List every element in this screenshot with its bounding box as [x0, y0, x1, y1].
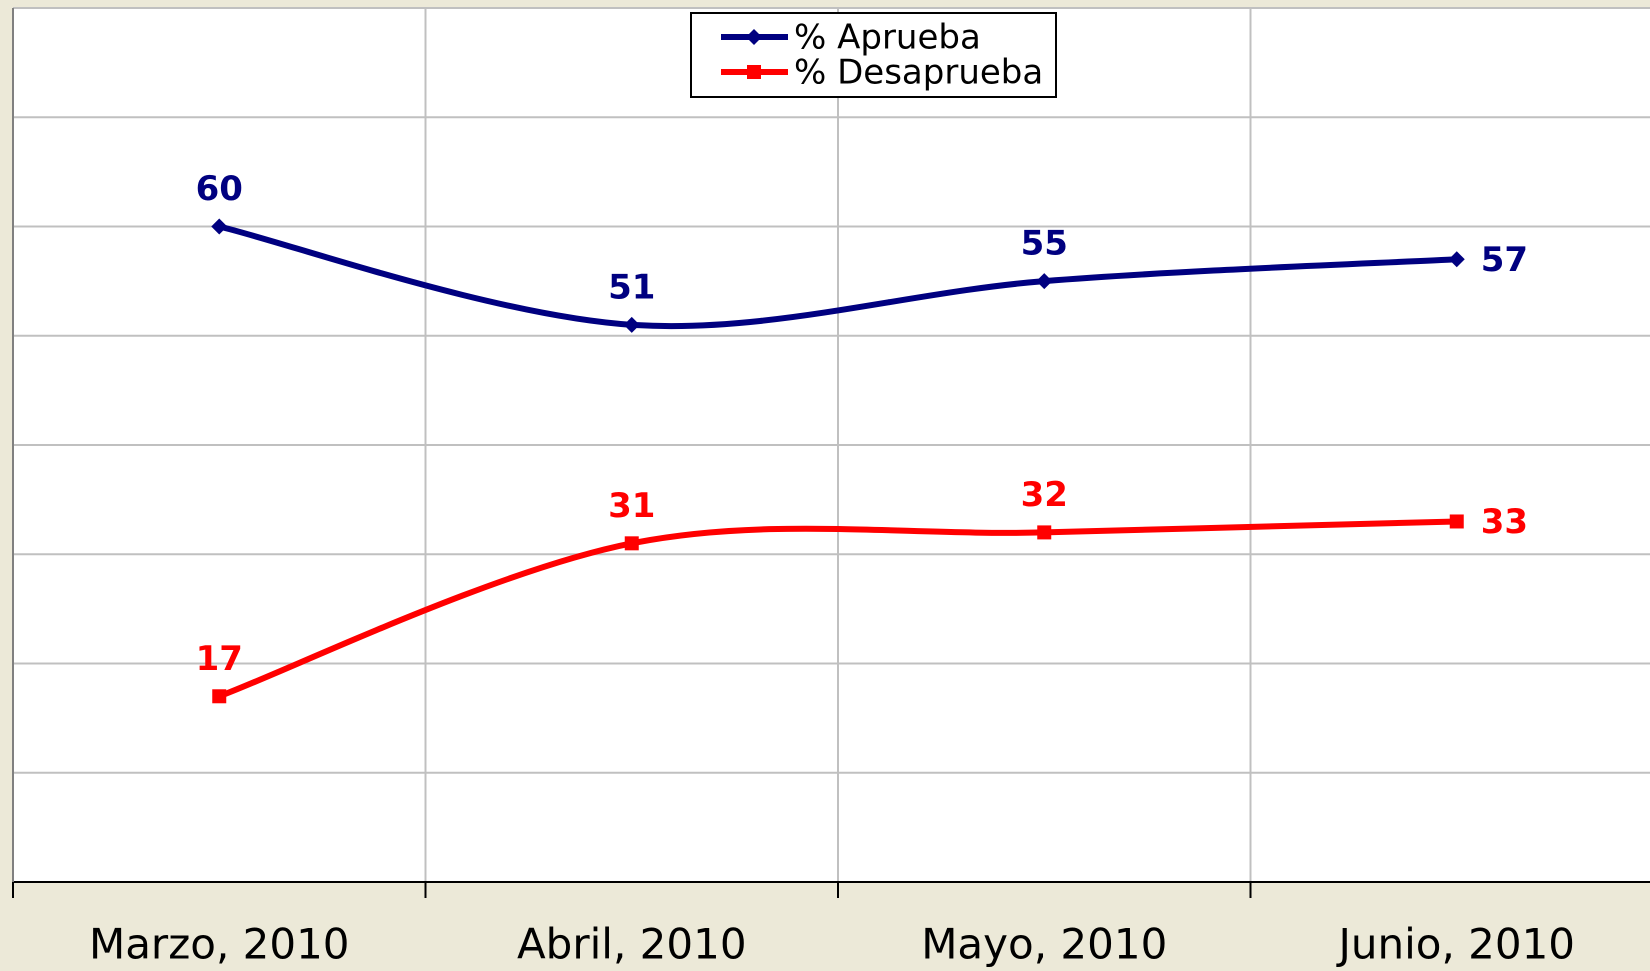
marker	[211, 218, 228, 235]
marker	[1448, 251, 1465, 268]
marker	[1036, 273, 1053, 290]
marker	[747, 65, 761, 79]
legend-label: % Desaprueba	[794, 53, 1043, 93]
data-label: 31	[608, 486, 655, 526]
x-tick-label: Abril, 2010	[517, 920, 747, 969]
legend-box	[690, 12, 1057, 98]
data-label: 33	[1481, 502, 1528, 542]
x-tick-label: Mayo, 2010	[921, 920, 1167, 969]
data-label: 55	[1021, 224, 1068, 264]
series-line	[218, 223, 1457, 330]
marker	[623, 316, 640, 333]
marker	[746, 29, 762, 45]
x-tick-label: Marzo, 2010	[89, 920, 350, 969]
x-tick-label: Junio, 2010	[1335, 920, 1575, 969]
marker	[624, 536, 639, 551]
legend-label: % Aprueba	[794, 18, 981, 58]
data-label: 60	[196, 169, 243, 209]
marker	[212, 689, 227, 704]
series-line	[218, 518, 1457, 700]
data-label: 32	[1021, 475, 1068, 515]
marker	[1037, 525, 1052, 540]
data-label: 57	[1481, 240, 1528, 280]
data-label: 17	[196, 639, 243, 679]
data-label: 51	[608, 267, 655, 307]
marker	[1449, 514, 1464, 529]
